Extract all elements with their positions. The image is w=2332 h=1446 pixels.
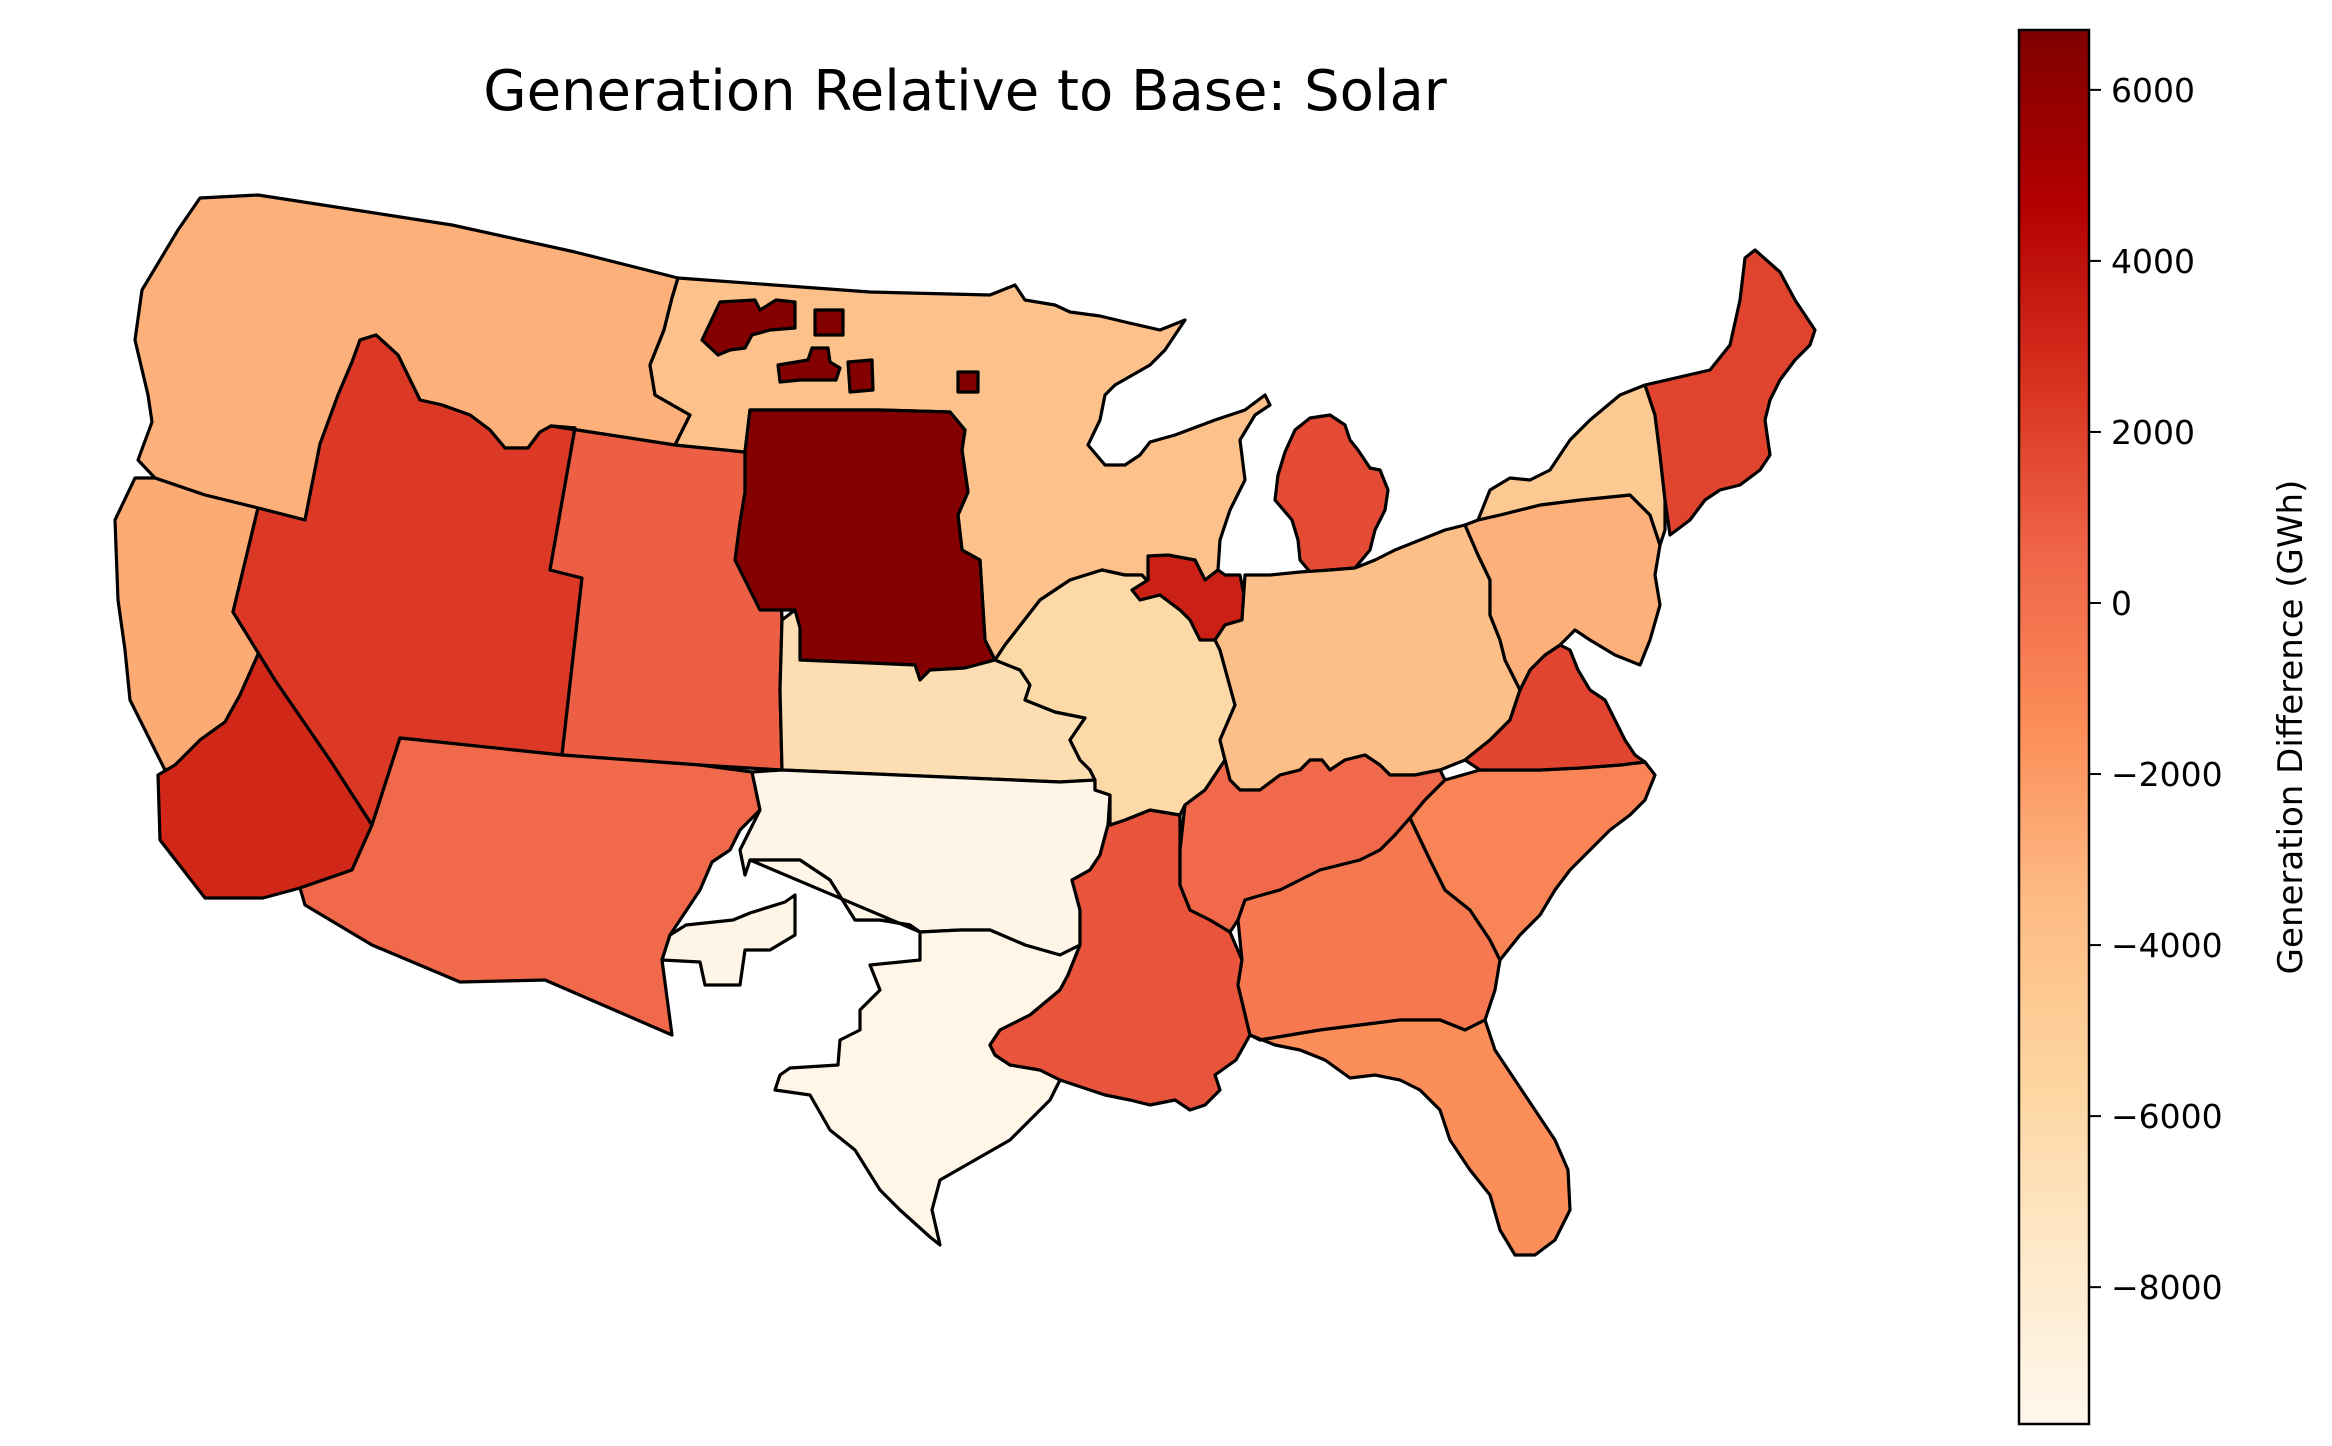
colorbar-tick-label: 4000 — [2111, 242, 2195, 281]
region-new-england — [1643, 248, 1817, 537]
map-regions — [113, 193, 1817, 1257]
colorbar-tick-label: −6000 — [2111, 1097, 2223, 1136]
colorbar-label: Generation Difference (GWh) — [2271, 480, 2311, 975]
region-ohio-valley — [1213, 523, 1522, 792]
colorbar-tick-label: −4000 — [2111, 926, 2223, 965]
region-florida — [1248, 1018, 1572, 1257]
colorbar-tick-label: 0 — [2111, 584, 2132, 623]
colorbar-tick-label: −2000 — [2111, 755, 2223, 794]
region-nd-patch-5 — [956, 370, 980, 394]
region-nd-patch-4 — [846, 358, 875, 394]
colorbar: 6000 4000 2000 0 −2000 −4000 −6000 −8000 Genera… — [2017, 28, 2311, 1426]
region-rio-grande — [660, 893, 797, 987]
region-mid-mississippi — [993, 568, 1237, 827]
colorbar-gradient — [2017, 28, 2091, 1426]
colorbar-tick-label: −8000 — [2111, 1268, 2223, 1307]
region-nd-patch-1 — [700, 298, 797, 357]
colorbar-tick-label: 6000 — [2111, 71, 2195, 110]
map-title: Generation Relative to Base: Solar — [483, 59, 1448, 124]
region-nd-patch-3 — [776, 346, 842, 384]
region-nd-patch-2 — [813, 308, 845, 337]
colorbar-tick-label: 2000 — [2111, 413, 2195, 452]
region-michigan — [1273, 413, 1390, 574]
colorbar-ticks: 6000 4000 2000 0 −2000 −4000 −6000 −8000 — [2089, 71, 2223, 1307]
